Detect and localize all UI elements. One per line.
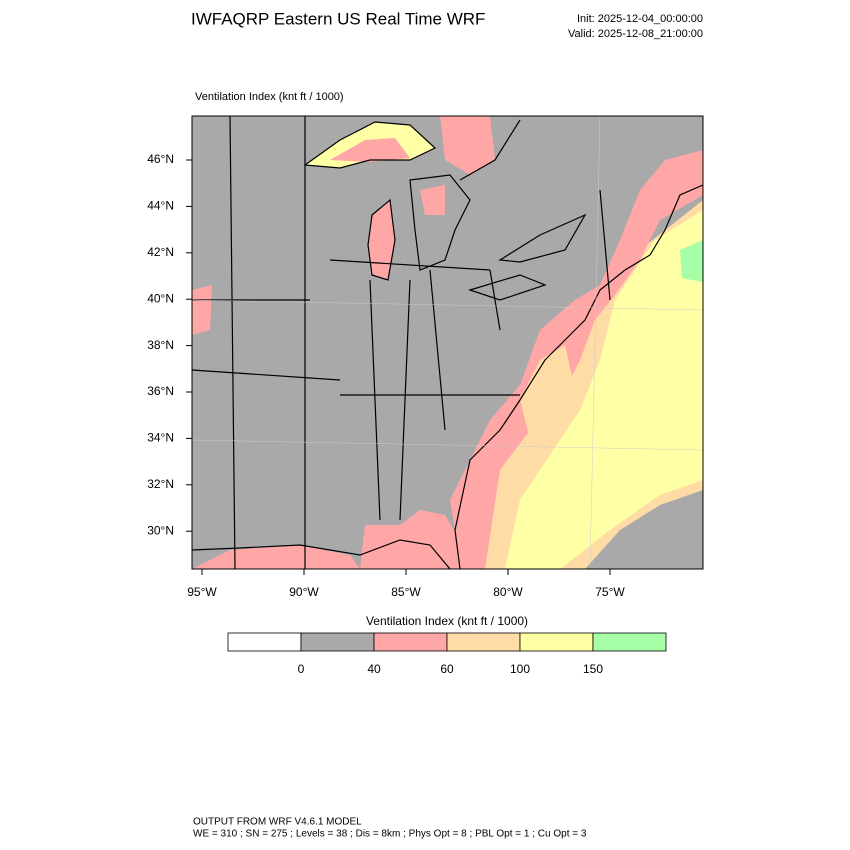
colorbar-label: 100 <box>510 662 530 676</box>
cloud-region <box>440 116 495 175</box>
high-region <box>680 240 703 282</box>
lat-label: 42°N <box>147 245 174 259</box>
land-region <box>192 285 212 335</box>
boundaries <box>192 116 703 569</box>
lake-region <box>330 138 410 162</box>
lake-region <box>368 200 395 280</box>
lon-label: 95°W <box>187 585 217 599</box>
colorbar-box <box>519 632 594 652</box>
colorbar-label: 60 <box>440 662 454 676</box>
footer-line: WE = 310 ; SN = 275 ; Levels = 38 ; Dis … <box>193 829 587 840</box>
footer-line: OUTPUT FROM WRF V4.6.1 MODEL <box>193 817 362 828</box>
lat-label: 46°N <box>147 152 174 166</box>
colorbar-box <box>373 632 448 652</box>
colorbar-box <box>446 632 521 652</box>
colorbar-box <box>300 632 375 652</box>
lat-label: 32°N <box>147 477 174 491</box>
valid-time: Valid: 2025-12-08_21:00:00 <box>568 28 703 40</box>
ocean-region <box>505 210 703 569</box>
lon-label: 90°W <box>289 585 319 599</box>
lake-region <box>420 185 445 215</box>
lon-label: 75°W <box>595 585 625 599</box>
lon-label: 80°W <box>493 585 523 599</box>
title: IWFAQRP Eastern US Real Time WRF <box>191 9 485 28</box>
gulf-region <box>360 510 470 569</box>
lon-label: 85°W <box>391 585 421 599</box>
lat-label: 30°N <box>147 523 174 537</box>
coastal-region <box>520 345 575 440</box>
colorbar-label: 40 <box>367 662 381 676</box>
lat-label: 34°N <box>147 431 174 445</box>
colorbar: 0 40 60 100 150 <box>227 632 667 676</box>
lat-label: 44°N <box>147 199 174 213</box>
gulf-region <box>192 545 360 569</box>
init-time: Init: 2025-12-04_00:00:00 <box>577 13 703 25</box>
coastal-region <box>450 150 703 569</box>
lat-label: 38°N <box>147 338 174 352</box>
lat-label: 40°N <box>147 291 174 305</box>
cloud-region <box>585 490 703 569</box>
colorbar-label: 0 <box>298 662 305 676</box>
lat-label: 36°N <box>147 384 174 398</box>
graticule <box>192 116 703 569</box>
map-frame <box>191 115 704 570</box>
colorbar-label: 150 <box>583 662 603 676</box>
colorbar-title: Ventilation Index (knt ft / 1000) <box>366 614 528 628</box>
colorbar-box <box>592 632 667 652</box>
axis-ticks: 46°N 44°N 42°N 40°N 38°N 36°N 34°N 32°N 30°N 95°W… <box>147 152 625 599</box>
colorbar-box <box>227 632 302 652</box>
map-subtitle: Ventilation Index (knt ft / 1000) <box>195 91 344 103</box>
map <box>192 116 703 569</box>
